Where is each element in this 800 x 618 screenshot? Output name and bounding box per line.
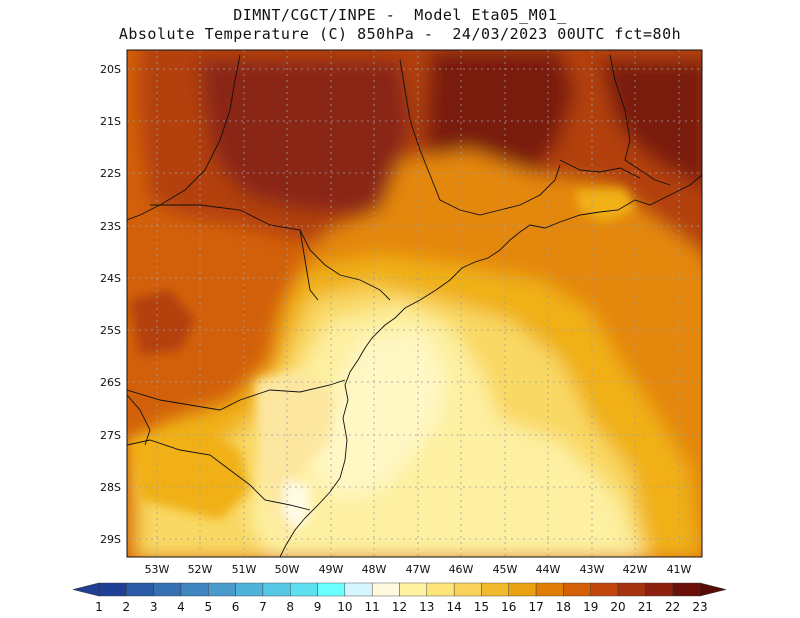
longitude-labels: 53W 52W 51W 50W 49W 48W 47W 46W 45W 44W … [145,563,692,576]
border-pr-sp [150,204,391,301]
colorbar-label: 12 [392,600,407,614]
boundaries [127,54,702,557]
colorbar-label: 14 [446,600,461,614]
coastline [279,174,702,557]
lat-label: 24S [100,272,121,285]
colorbar-label: 22 [665,600,680,614]
colorbar-segment [262,582,291,597]
colorbar-segment [426,582,455,597]
colorbar-label: 1 [95,600,103,614]
colorbar-label: 8 [286,600,294,614]
colorbar-segment [508,582,537,597]
border-mg-es [609,54,671,186]
plot-frame [126,49,703,558]
lon-label: 53W [145,563,170,576]
colorbar-segment [563,582,591,597]
colorbar-label: 21 [638,600,653,614]
map-title-line-2: Absolute Temperature (C) 850hPa - 24/03/… [118,25,682,43]
lon-label: 52W [188,563,213,576]
lon-label: 42W [623,563,648,576]
colorbar-segment [645,582,673,597]
colorbar-label: 20 [610,600,625,614]
colorbar-label: 15 [474,600,489,614]
lon-label: 51W [232,563,257,576]
colorbar-segment [672,582,701,597]
colorbar-label: 9 [314,600,322,614]
field-brown-core-east [600,60,702,186]
border-sp-mg [399,59,561,216]
map-title-line-1: DIMNT/CGCT/INPE - Model Eta05_M01_ [233,6,567,24]
colorbar-label: 19 [583,600,598,614]
lon-label: 48W [362,563,387,576]
temperature-field [127,50,702,557]
colorbar-label: 13 [419,600,434,614]
colorbar-label: 5 [204,600,212,614]
colorbar-label: 18 [556,600,571,614]
border-pr-sc [127,379,346,411]
colorbar-segment [126,582,154,597]
colorbar-segment [453,582,482,597]
lon-label: 46W [449,563,474,576]
lon-label: 44W [536,563,561,576]
colorbar-segment [371,582,400,597]
lat-label: 26S [100,376,121,389]
colorbar-segment [590,582,619,597]
colorbar-segment [290,582,318,597]
lat-label: 20S [100,63,121,76]
colorbar-label: 10 [337,600,352,614]
border-sp-ms [127,54,241,221]
colorbar-label: 6 [232,600,240,614]
border-argentina [127,394,151,446]
colorbar-segment [235,582,264,597]
grid-lines [127,50,702,557]
colorbar-segment [617,582,646,597]
colorbar-label: 7 [259,600,267,614]
colorbar-label: 4 [177,600,185,614]
lat-label: 21S [100,115,121,128]
lon-label: 43W [580,563,605,576]
colorbar-label: 23 [692,600,707,614]
lat-label: 23S [100,220,121,233]
lon-label: 41W [667,563,692,576]
colorbar-segment [481,582,509,597]
colorbar-label: 11 [365,600,380,614]
lat-label: 25S [100,324,121,337]
field-light-orange-region [300,150,702,557]
colorbar-label: 2 [122,600,130,614]
colorbar: 1 2 3 4 5 6 7 8 9 10 11 12 13 14 15 16 17 18 19 20 21 22 23 [72,582,727,614]
field-brown-core-west [200,60,410,215]
lon-label: 45W [493,563,518,576]
lon-label: 50W [275,563,300,576]
lon-label: 49W [319,563,344,576]
lat-label: 29S [100,533,121,546]
colorbar-label: 17 [528,600,543,614]
colorbar-segment [153,582,182,597]
lat-label: 28S [100,481,121,494]
colorbar-segment [208,582,236,597]
border-mg-rj [559,159,641,179]
colorbar-segment [535,582,564,597]
field-cold-pocket-light [255,370,335,540]
colorbar-label: 3 [150,600,158,614]
latitude-labels: 20S 21S 22S 23S 24S 25S 26S 27S 28S 29S [100,63,121,546]
lat-label: 22S [100,167,121,180]
colorbar-segment [180,582,209,597]
colorbar-arrow-high [699,582,727,597]
colorbar-segment [98,582,127,597]
border-pr-ms [299,229,319,301]
colorbar-segment [317,582,346,597]
colorbar-segment [399,582,428,597]
field-amber-ridge-south [130,425,250,520]
lat-label: 27S [100,429,121,442]
border-sc-rs [127,439,311,511]
field-cold-pocket-white [282,480,310,530]
colorbar-segment [344,582,373,597]
lon-label: 47W [406,563,431,576]
field-lightest-region [310,330,445,500]
field-dark-spot-west [130,290,195,355]
colorbar-label: 16 [501,600,516,614]
colorbar-arrow-low [72,582,100,597]
